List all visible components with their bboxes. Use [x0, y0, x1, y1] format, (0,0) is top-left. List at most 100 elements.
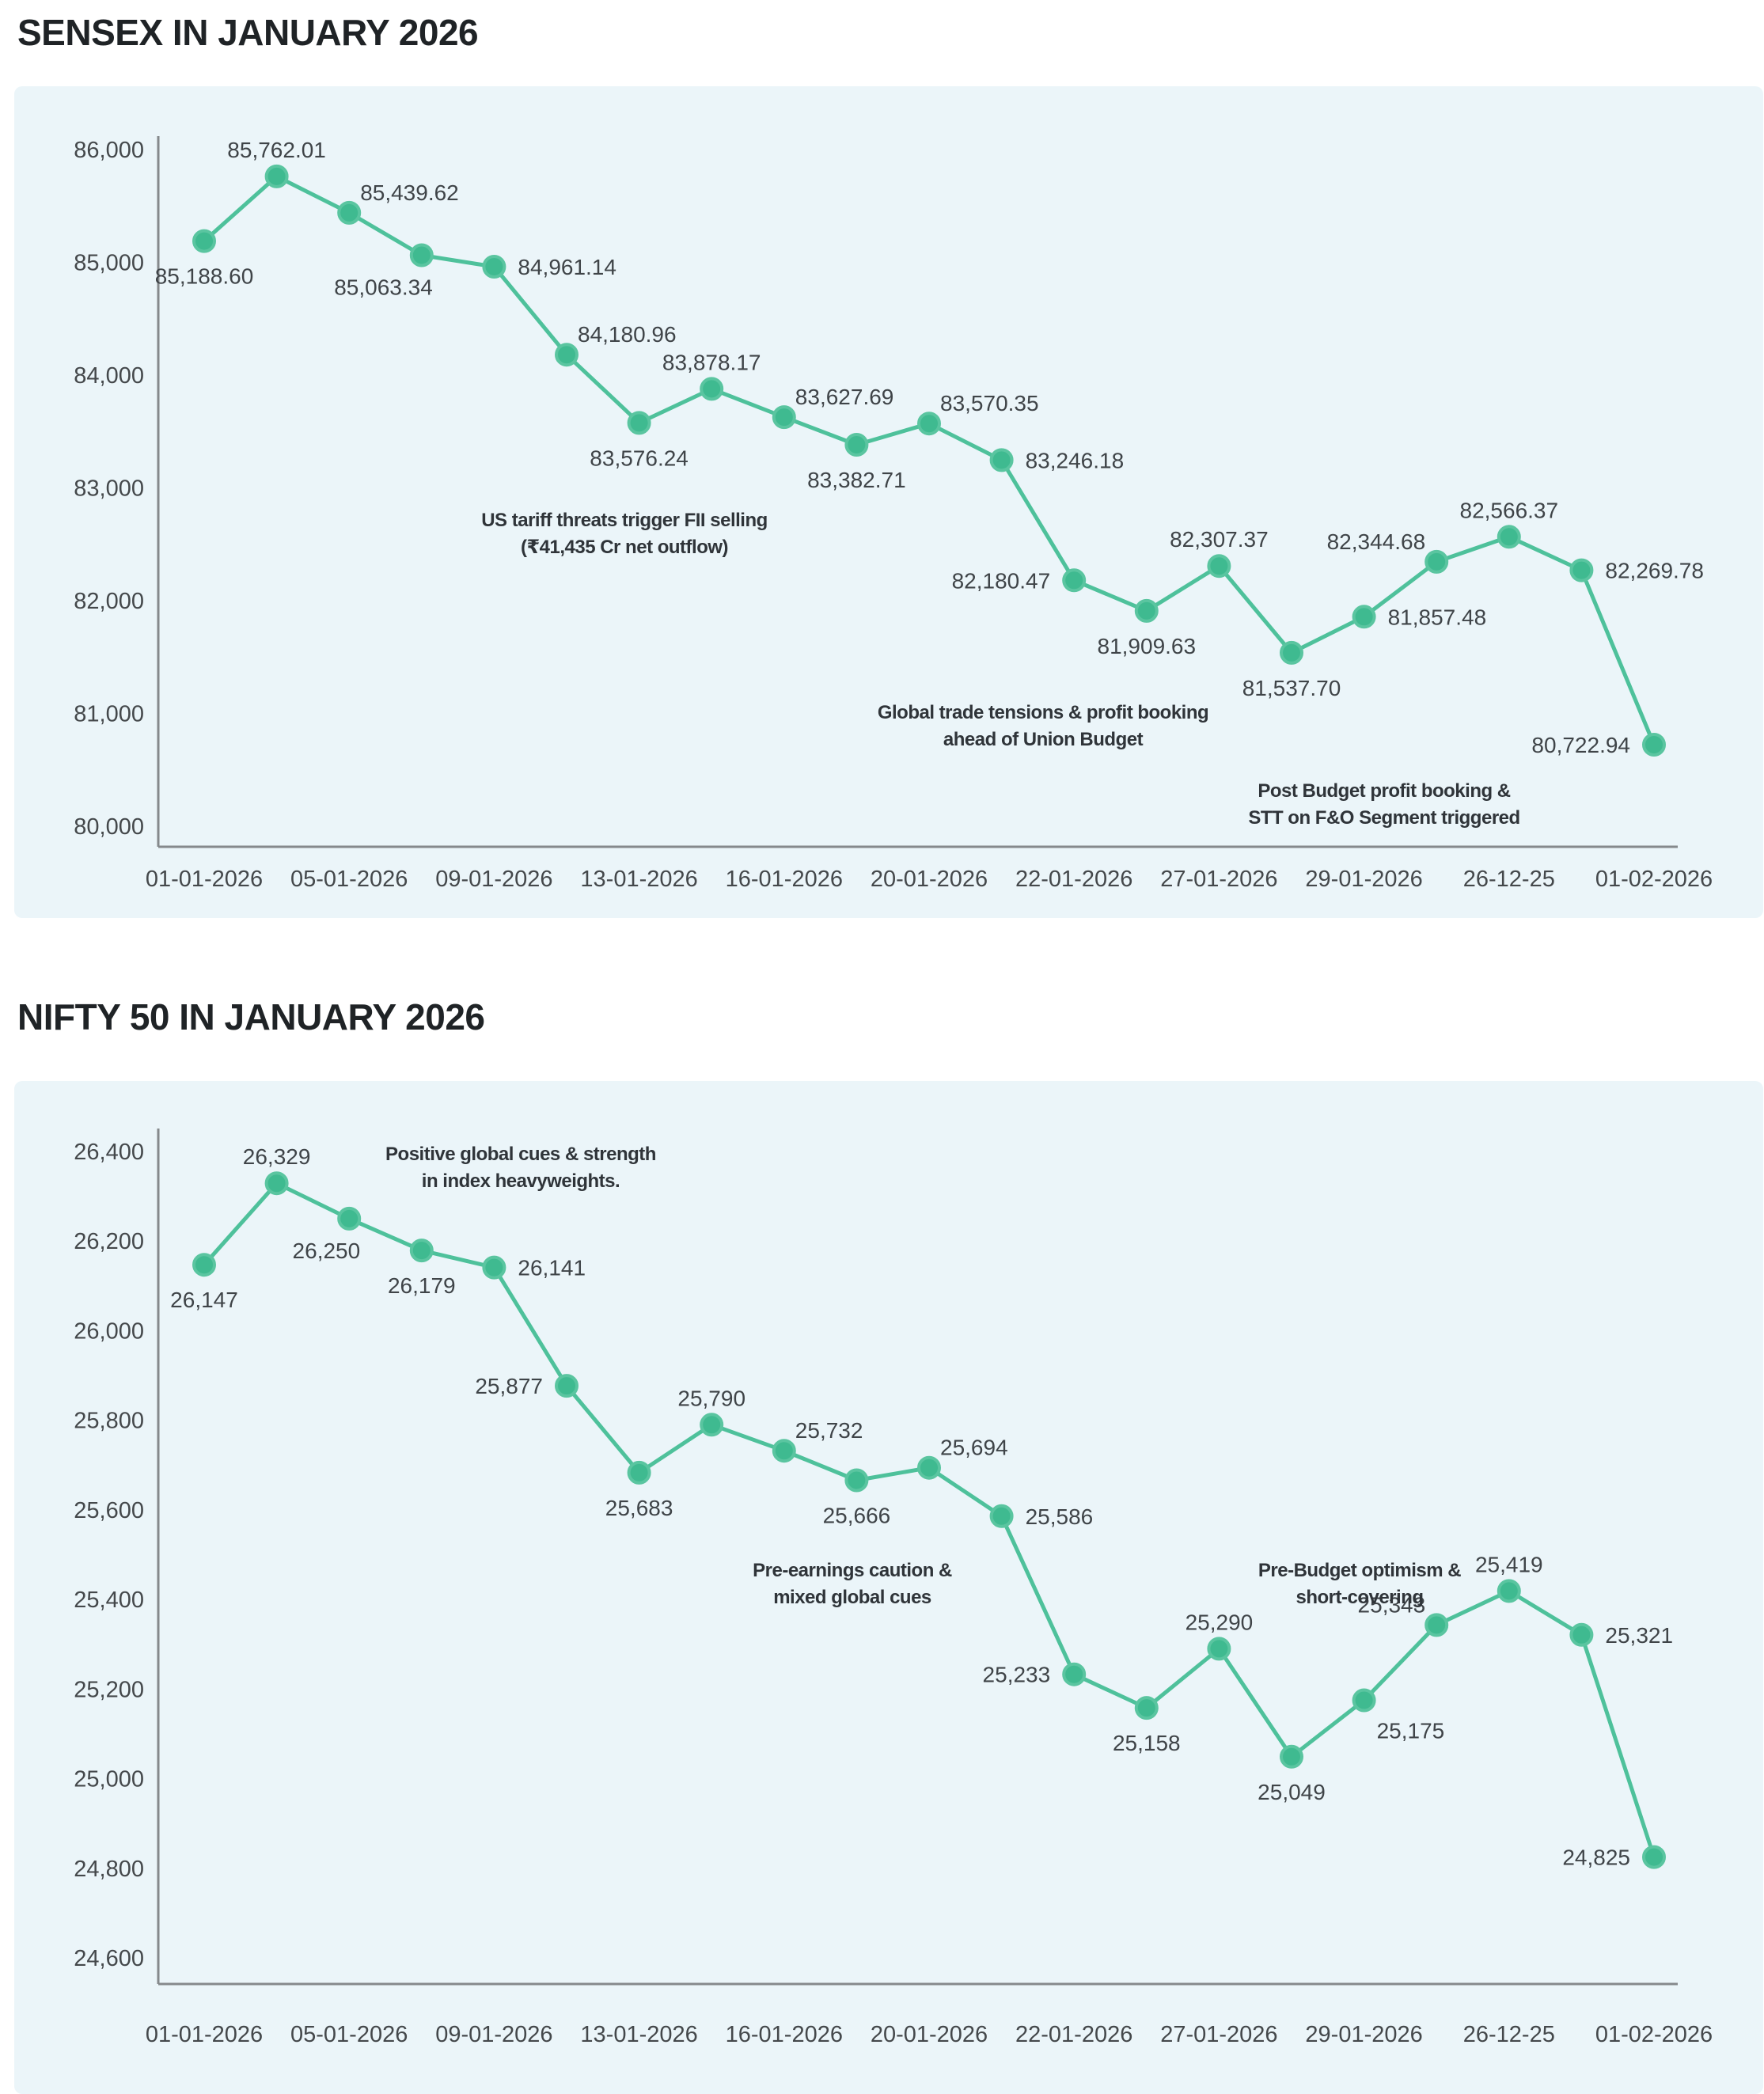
data-point-marker	[772, 1439, 796, 1463]
data-point-label: 83,246.18	[1026, 448, 1125, 472]
data-point-label: 25,233	[983, 1663, 1051, 1687]
x-axis-tick-label: 22-01-2026	[1015, 2022, 1132, 2047]
y-axis-tick-label: 26,200	[74, 1229, 144, 1254]
nifty-chart-panel: 26,400 26,200 26,000 25,800 25,600 25,400 25,2…	[14, 1081, 1763, 2094]
x-axis-tick-label: 27-01-2026	[1160, 867, 1277, 892]
data-point-marker	[1642, 733, 1666, 757]
data-point-label: 81,537.70	[1242, 676, 1341, 700]
x-axis-tick-label: 05-01-2026	[290, 867, 408, 892]
data-point-marker	[555, 1374, 579, 1398]
x-axis-tick-label: 01-02-2026	[1595, 867, 1713, 892]
data-point-label: 26,141	[518, 1256, 586, 1280]
y-axis-tick-label: 86,000	[74, 138, 144, 163]
data-point-marker	[844, 433, 869, 457]
x-axis-tick-label: 01-01-2026	[146, 2022, 263, 2047]
x-axis-tick-label: 26-12-25	[1463, 867, 1555, 892]
data-point-marker	[337, 1206, 362, 1231]
data-point-label: 25,321	[1605, 1623, 1673, 1648]
annotation-text: ahead of Union Budget	[943, 729, 1144, 750]
data-point-label: 80,722.94	[1531, 733, 1630, 757]
data-point-label: 83,382.71	[807, 468, 906, 492]
data-point-label: 84,180.96	[578, 322, 677, 347]
data-point-marker	[700, 1413, 724, 1437]
x-axis-tick-label: 16-01-2026	[726, 2022, 843, 2047]
annotation-text: (₹41,435 Cr net outflow)	[521, 537, 728, 558]
y-axis-tick-label: 85,000	[74, 251, 144, 276]
y-axis-tick-label: 83,000	[74, 476, 144, 502]
data-point-label: 82,566.37	[1460, 498, 1559, 522]
data-point-label: 81,909.63	[1098, 634, 1197, 658]
data-point-marker	[1207, 554, 1231, 579]
data-point-label: 26,329	[243, 1144, 311, 1169]
annotation-text: mixed global cues	[773, 1587, 931, 1608]
data-point-marker	[627, 411, 651, 435]
data-point-marker	[1134, 598, 1159, 623]
data-point-marker	[1497, 525, 1521, 549]
data-point-marker	[264, 1171, 289, 1196]
data-point-label: 83,576.24	[590, 446, 689, 470]
y-axis-tick-label: 82,000	[74, 589, 144, 614]
x-axis-tick-label: 01-01-2026	[146, 867, 263, 892]
data-point-marker	[989, 1504, 1014, 1528]
x-axis-tick-label: 29-01-2026	[1305, 2022, 1422, 2047]
x-axis-tick-label: 26-12-25	[1463, 2022, 1555, 2047]
data-point-label: 25,049	[1258, 1780, 1326, 1804]
data-point-label: 85,762.01	[227, 138, 326, 162]
data-point-marker	[1134, 1696, 1159, 1720]
annotation-text: in index heavyweights.	[422, 1170, 620, 1192]
x-axis-tick-label: 16-01-2026	[726, 867, 843, 892]
data-point-marker	[409, 243, 434, 267]
data-point-marker	[482, 1255, 506, 1280]
data-point-marker	[409, 1239, 434, 1263]
data-point-marker	[627, 1460, 651, 1485]
data-point-label: 25,732	[795, 1418, 863, 1443]
x-axis-tick-label: 13-01-2026	[580, 867, 697, 892]
x-axis-tick-label: 20-01-2026	[871, 867, 988, 892]
annotation-text: Positive global cues & strength	[385, 1144, 656, 1165]
data-point-label: 26,147	[170, 1288, 238, 1312]
data-point-marker	[1569, 1622, 1594, 1647]
data-point-label: 83,570.35	[940, 391, 1039, 415]
y-axis-tick-label: 25,400	[74, 1588, 144, 1613]
data-point-label: 25,158	[1113, 1731, 1181, 1755]
data-point-marker	[482, 255, 506, 279]
data-point-marker	[337, 200, 362, 225]
data-point-label: 25,694	[940, 1436, 1008, 1460]
data-point-label: 84,961.14	[518, 255, 616, 279]
nifty-chart-title: NIFTY 50 IN JANUARY 2026	[17, 996, 485, 1038]
y-axis-tick-label: 81,000	[74, 702, 144, 727]
x-axis-tick-label: 20-01-2026	[871, 2022, 988, 2047]
data-point-marker	[1280, 640, 1303, 665]
data-point-label: 83,878.17	[662, 350, 761, 374]
data-point-label: 85,063.34	[334, 275, 433, 300]
data-point-label: 85,188.60	[155, 264, 254, 289]
y-axis-tick-label: 24,600	[74, 1946, 144, 1971]
data-point-marker	[1424, 549, 1449, 574]
data-point-label: 82,344.68	[1327, 529, 1426, 554]
data-point-marker	[844, 1468, 869, 1493]
data-point-marker	[555, 343, 579, 367]
x-axis-tick-label: 01-02-2026	[1595, 2022, 1713, 2047]
data-point-label: 25,343	[1358, 1592, 1426, 1617]
data-point-marker	[1352, 1688, 1376, 1713]
data-point-label: 81,857.48	[1388, 605, 1487, 629]
data-point-marker	[1280, 1744, 1303, 1769]
y-axis-tick-label: 26,000	[74, 1318, 144, 1344]
y-axis-tick-label: 84,000	[74, 363, 144, 389]
data-point-marker	[264, 164, 289, 188]
annotation-text: Global trade tensions & profit booking	[878, 702, 1208, 723]
x-axis-tick-label: 05-01-2026	[290, 2022, 408, 2047]
data-point-marker	[1569, 558, 1594, 582]
y-axis-tick-label: 25,800	[74, 1409, 144, 1434]
data-point-label: 25,175	[1377, 1719, 1445, 1743]
data-point-label: 82,269.78	[1605, 559, 1704, 583]
data-point-label: 82,180.47	[952, 568, 1051, 593]
y-axis-tick-label: 80,000	[74, 814, 144, 840]
data-point-label: 26,250	[293, 1239, 361, 1263]
data-point-marker	[917, 412, 941, 436]
data-point-label: 26,179	[388, 1273, 456, 1298]
x-axis-tick-label: 29-01-2026	[1305, 867, 1422, 892]
data-point-label: 82,307.37	[1170, 527, 1269, 552]
annotation-text: Pre-earnings caution &	[753, 1560, 952, 1581]
annotation-text: Pre-Budget optimism &	[1258, 1560, 1461, 1581]
